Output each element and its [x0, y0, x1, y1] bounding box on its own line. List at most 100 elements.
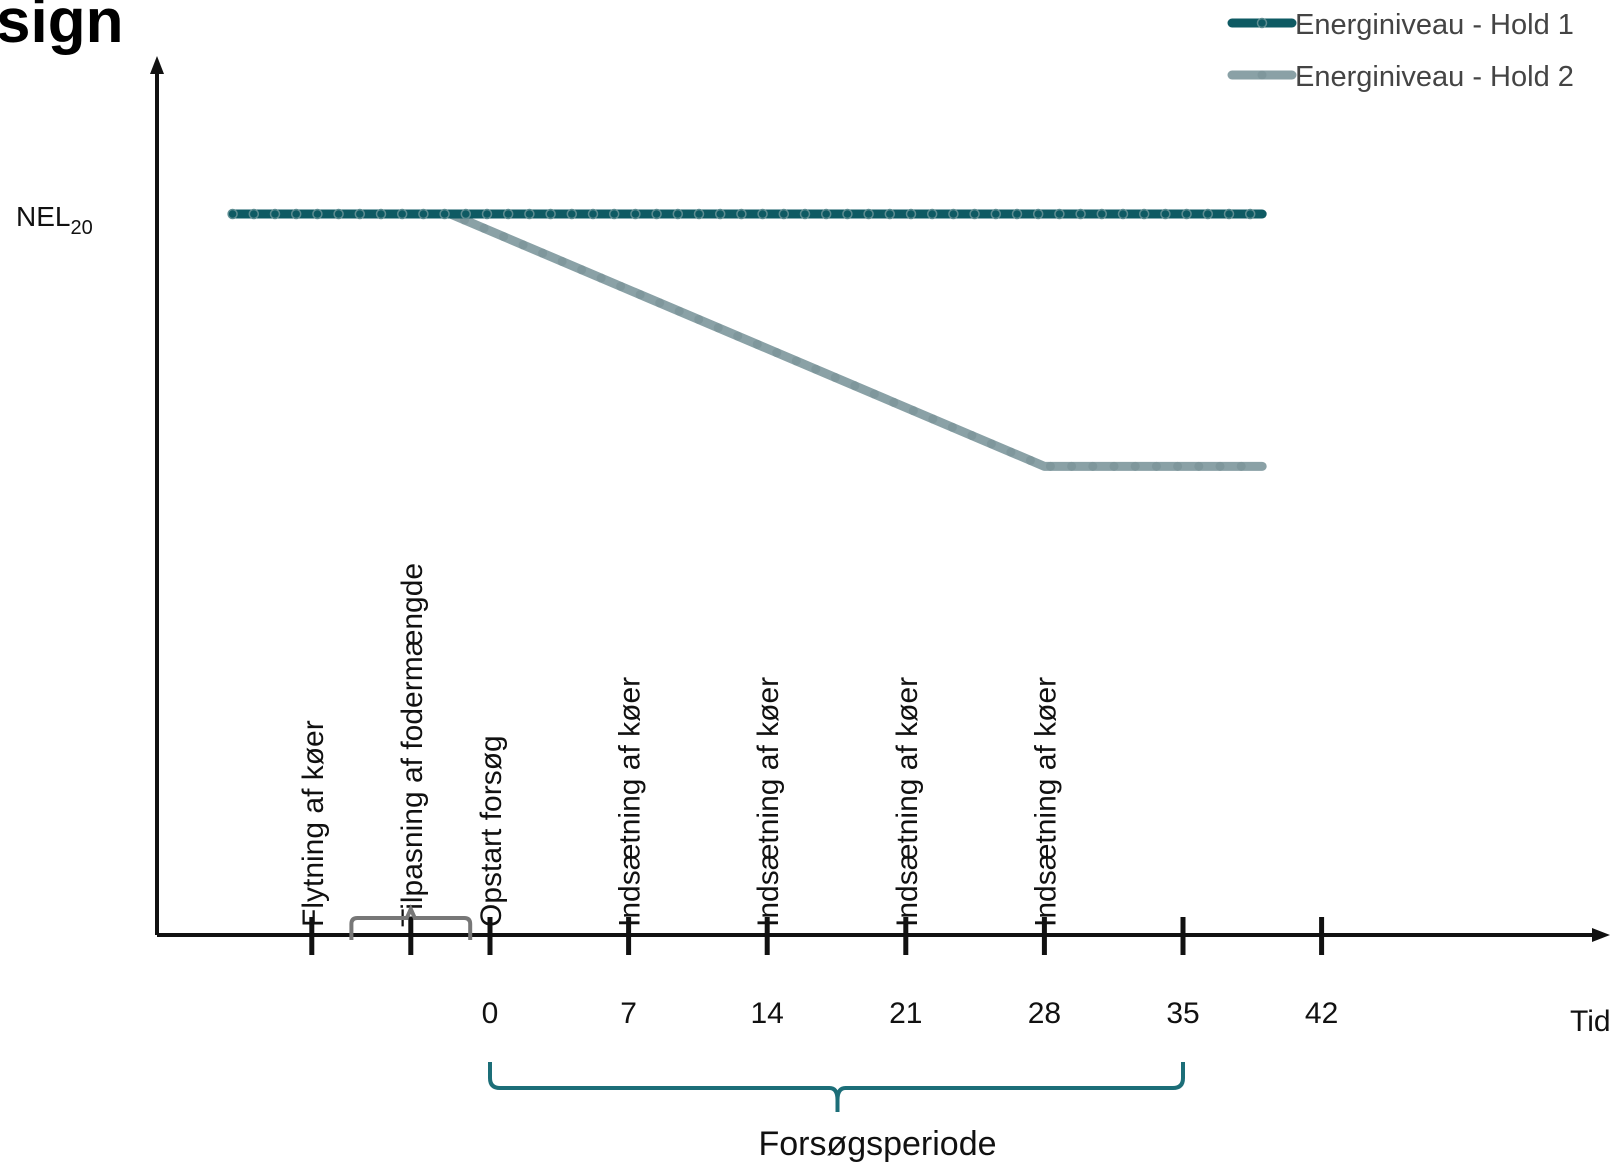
series-point [630, 208, 641, 220]
series-point [1067, 461, 1077, 471]
series-point [651, 208, 662, 220]
event-label: Indsætning af køer [1029, 677, 1062, 927]
series-point [545, 208, 556, 220]
series-point [354, 208, 366, 220]
series-point [375, 208, 387, 220]
series-point [1202, 208, 1214, 220]
x-tick-label: 21 [889, 997, 922, 1030]
series-point [1160, 208, 1171, 220]
legend-item-hold1: Energiniveau - Hold 1 [1227, 9, 1574, 41]
series-point [396, 208, 408, 220]
series-point [596, 273, 606, 283]
series-point [1117, 208, 1129, 220]
series-line-2 [228, 209, 1267, 471]
series-point [227, 208, 238, 220]
series-point [694, 314, 704, 324]
series-point [905, 208, 917, 220]
series-point [908, 406, 918, 416]
slide-title: sign [0, 0, 123, 56]
series-point [990, 208, 1002, 220]
series-point [869, 389, 879, 399]
series-point [1181, 208, 1192, 220]
series-point [778, 208, 790, 220]
series-point [1138, 208, 1150, 220]
series-point [1075, 208, 1086, 220]
series-point [986, 439, 996, 449]
legend-label-hold1: Energiniveau - Hold 1 [1295, 9, 1574, 41]
event-label: Indsætning af køer [752, 677, 785, 927]
series-point [566, 208, 578, 220]
series-point [333, 208, 344, 220]
series-point [460, 208, 472, 220]
series-point [969, 208, 980, 220]
series-point [736, 208, 747, 220]
series-point [928, 414, 938, 424]
x-tick-label: 42 [1305, 997, 1338, 1030]
series-point [752, 339, 762, 349]
series-point [1011, 208, 1023, 220]
series-point [1045, 461, 1055, 471]
series-point [926, 208, 938, 220]
series-point [842, 208, 853, 220]
x-axis [157, 928, 1610, 942]
series-point [884, 208, 896, 220]
series-point [850, 381, 860, 391]
event-label: Opstart forsøg [475, 735, 508, 927]
series-point [863, 208, 874, 220]
series-point [948, 208, 959, 220]
series-point [635, 290, 645, 300]
series-point [1025, 455, 1035, 465]
series-point [1151, 461, 1161, 471]
series-point [713, 323, 723, 333]
x-tick-label: 35 [1166, 997, 1199, 1030]
legend-label-hold2: Energiniveau - Hold 2 [1295, 61, 1574, 93]
series-point [1054, 208, 1065, 220]
series-point [791, 356, 801, 366]
series-point [820, 208, 832, 220]
event-label: Indsætning af køer [614, 677, 647, 927]
series-point [733, 331, 743, 341]
series-point [1032, 208, 1044, 220]
series-point [967, 431, 977, 441]
event-label: Flytning af køer [297, 720, 330, 927]
series-point [811, 364, 821, 374]
series-point [757, 208, 768, 220]
series-point [1236, 461, 1246, 471]
y-axis [150, 56, 164, 935]
series-point [1130, 461, 1140, 471]
series-point [518, 240, 528, 250]
series-point [577, 265, 587, 275]
series-point [693, 208, 705, 220]
x-tick-label: 7 [620, 997, 637, 1030]
series-point [557, 256, 567, 266]
series-point [674, 306, 684, 316]
series-point [1088, 461, 1098, 471]
period-bracket [488, 1062, 1185, 1112]
period-label: Forsøgsperiode [758, 1125, 996, 1163]
series-point [947, 422, 957, 432]
legend: Energiniveau - Hold 1 Energiniveau - Hol… [1227, 9, 1574, 93]
series-point [608, 208, 620, 220]
series-point [479, 223, 489, 233]
legend-item-hold2: Energiniveau - Hold 2 [1227, 61, 1574, 93]
y-tick-label: NEL20 [16, 201, 93, 239]
series-point [502, 208, 514, 220]
series-point [714, 208, 726, 220]
series-point [1109, 461, 1119, 471]
series-point [655, 298, 665, 308]
series-point [1215, 461, 1225, 471]
event-label: Indsætning af køer [891, 677, 924, 927]
series-point [830, 373, 840, 383]
series-point [587, 208, 599, 220]
series-point [418, 208, 429, 220]
x-tick-label: 14 [751, 997, 784, 1030]
series-point [290, 208, 302, 220]
x-axis-title: Tid [1570, 1005, 1611, 1038]
series-point [524, 208, 535, 220]
series-point [439, 208, 450, 220]
series-point [1173, 461, 1183, 471]
series-point [481, 208, 493, 220]
series-point [889, 397, 899, 407]
series-point [1244, 208, 1256, 220]
